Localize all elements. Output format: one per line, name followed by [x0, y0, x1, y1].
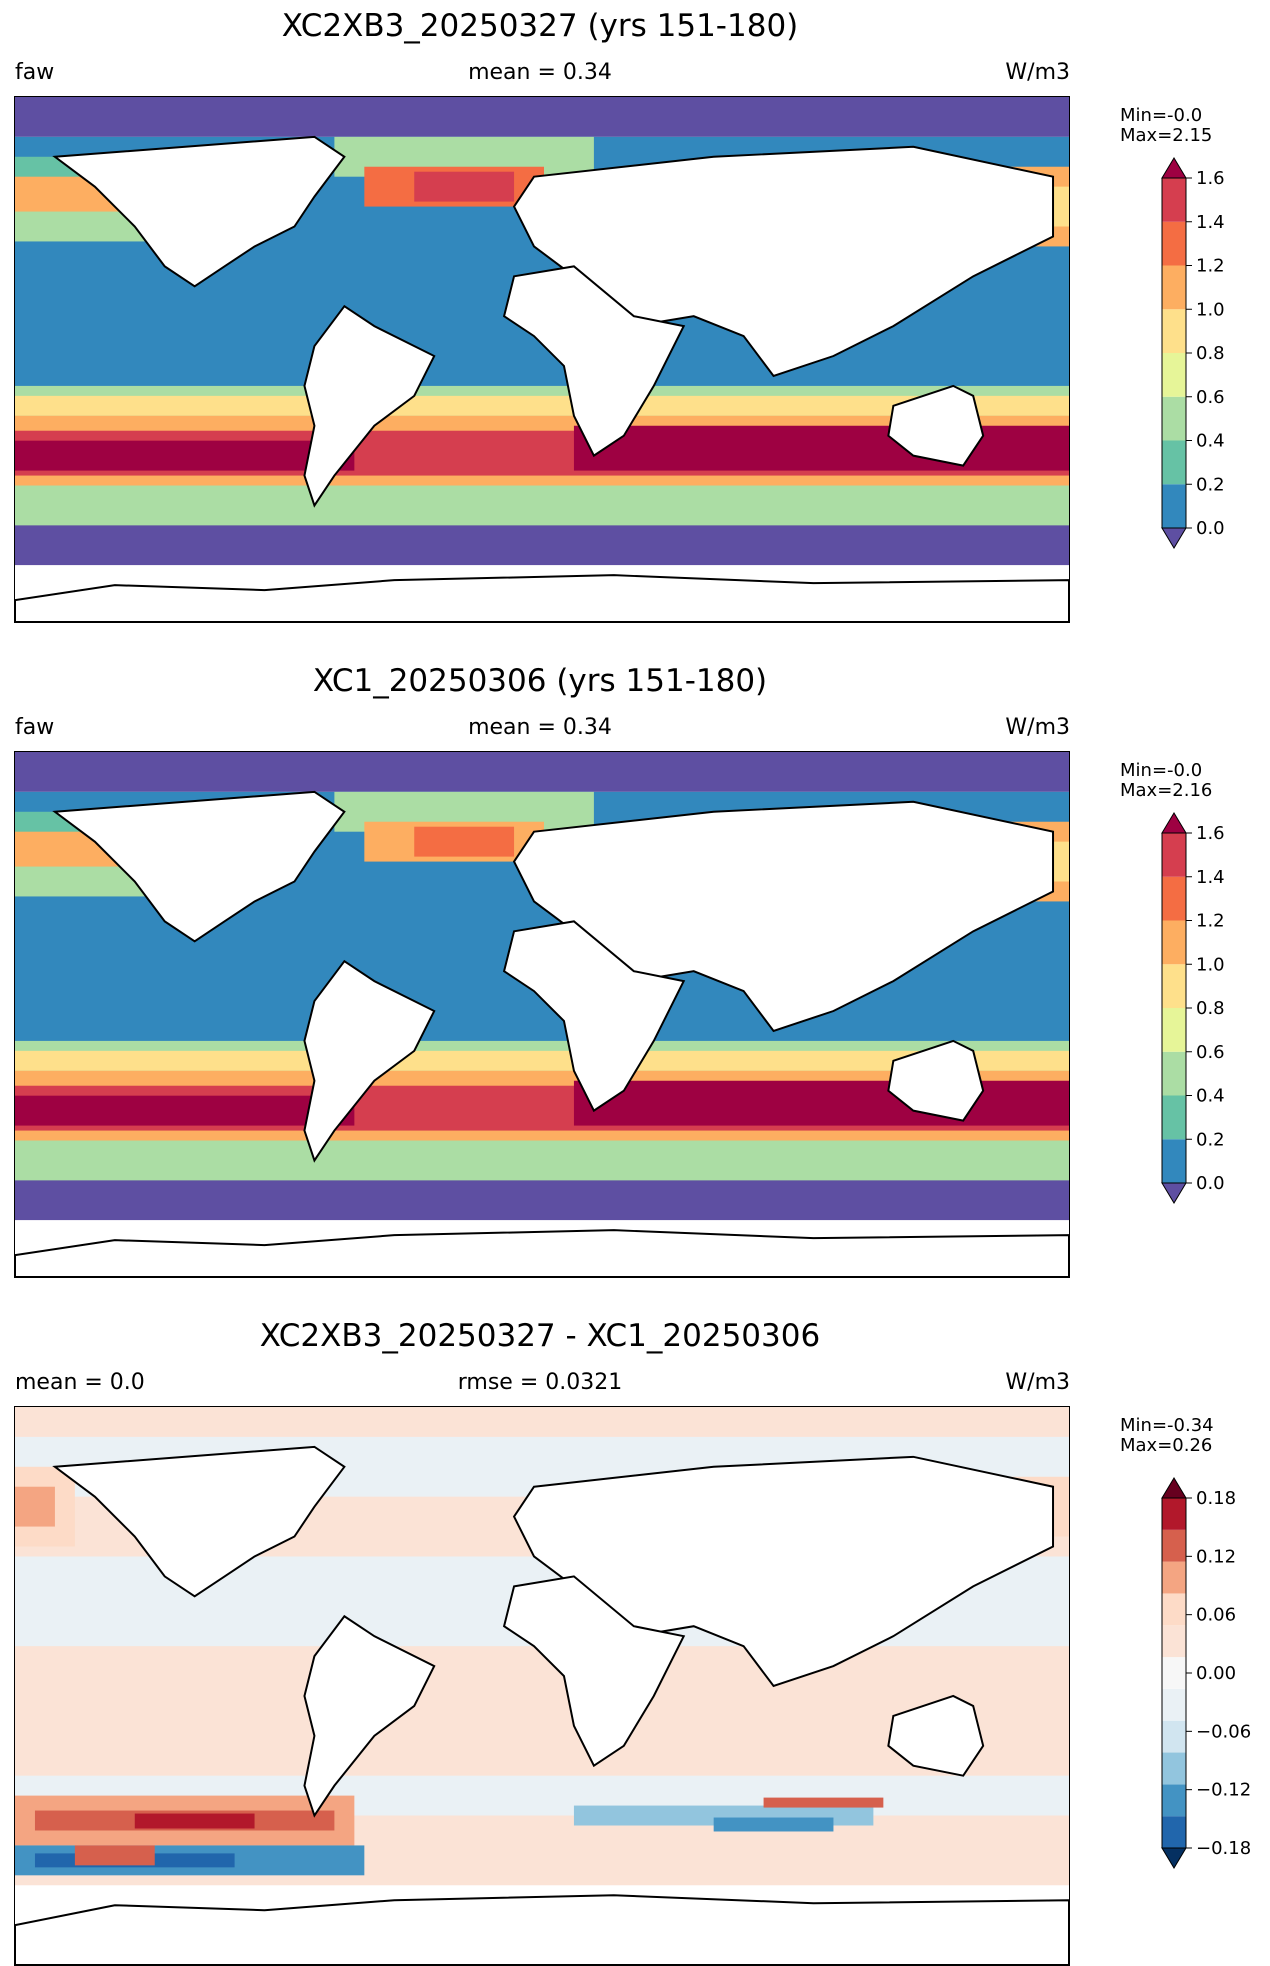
mean-label: mean = 0.0	[15, 1370, 145, 1395]
units-label: W/m3	[1005, 715, 1070, 740]
max-label: Max=0.26	[1120, 1435, 1213, 1456]
min-label: Min=-0.34	[1120, 1415, 1214, 1436]
colorbar-extend-min	[1161, 1182, 1187, 1204]
min-max-label: Min=-0.0 Max=2.16	[1120, 761, 1212, 801]
colorbar-extend-min	[1161, 527, 1187, 549]
colorbar-tick-label: 1.6	[1196, 168, 1225, 189]
variable-label: faw	[15, 60, 55, 85]
colorbar-tick-label: 1.0	[1196, 954, 1225, 975]
map-plot	[14, 96, 1070, 623]
colorbar-extend-max	[1161, 812, 1187, 834]
colorbar: 0.0 0.2 0.4 0.6 0.8 1.0 1.2 1.4 1.6	[1150, 812, 1270, 1223]
panel-title: XC2XB3_20250327 (yrs 151-180)	[281, 8, 799, 44]
colorbar-segment	[1162, 833, 1186, 877]
colorbar: 0.0 0.2 0.4 0.6 0.8 1.0 1.2 1.4 1.6	[1150, 157, 1270, 568]
colorbar-segment	[1162, 964, 1186, 1008]
panel-title: XC1_20250306 (yrs 151-180)	[312, 663, 768, 699]
min-max-label: Min=-0.0 Max=2.15	[1120, 106, 1212, 146]
colorbar-extend-max	[1161, 1477, 1187, 1499]
map-svg	[15, 97, 1069, 622]
colorbar-extend-max	[1161, 157, 1187, 179]
panel-title: XC2XB3_20250327 - XC1_20250306	[259, 1318, 821, 1354]
units-label: W/m3	[1005, 1370, 1070, 1395]
rmse-label: rmse = 0.0321	[457, 1370, 623, 1395]
colorbar-tick-label: 1.6	[1196, 823, 1225, 844]
colorbar-tick-label: 0.18	[1196, 1488, 1236, 1509]
colorbar-segment	[1162, 1720, 1186, 1753]
mean-label: mean = 0.34	[468, 715, 612, 740]
colorbar-segment	[1162, 1498, 1186, 1530]
colorbar-tick-label: 1.4	[1196, 867, 1225, 888]
colorbar-segment	[1162, 1561, 1186, 1594]
colorbar-tick-label: 0.06	[1196, 1605, 1236, 1626]
colorbar-segment	[1162, 178, 1186, 222]
colorbar-tick-label: 1.2	[1196, 911, 1225, 932]
colorbar-tick-label: 0.00	[1196, 1663, 1236, 1684]
colorbar-segment	[1162, 1625, 1186, 1658]
colorbar-tick-label: 0.8	[1196, 998, 1225, 1019]
colorbar-tick-label: 0.6	[1196, 1042, 1225, 1063]
colorbar-segment	[1162, 1752, 1186, 1785]
mean-label: mean = 0.34	[468, 60, 612, 85]
colorbar-segment	[1162, 265, 1186, 310]
colorbar-tick-label: 1.0	[1196, 299, 1225, 320]
colorbar: −0.18 −0.12 −0.06 0.00 0.06 0.12 0.18	[1150, 1477, 1270, 1888]
colorbar-segment	[1162, 1008, 1186, 1052]
colorbar-segment	[1162, 440, 1186, 485]
max-label: Max=2.15	[1120, 125, 1213, 146]
map-plot	[14, 751, 1070, 1278]
panel-3: XC2XB3_20250327 - XC1_20250306 mean = 0.…	[0, 1310, 1270, 1966]
colorbar-segment	[1162, 876, 1186, 921]
colorbar-segment	[1162, 484, 1186, 528]
panel-1: XC2XB3_20250327 (yrs 151-180) faw mean =…	[0, 0, 1270, 640]
colorbar-tick-label: 0.4	[1196, 1086, 1225, 1107]
colorbar-segment	[1162, 1529, 1186, 1562]
colorbar-tick-label: 0.8	[1196, 343, 1225, 364]
colorbar-segment	[1162, 221, 1186, 266]
max-label: Max=2.16	[1120, 780, 1213, 801]
colorbar-segment	[1162, 1139, 1186, 1183]
colorbar-segment	[1162, 353, 1186, 397]
colorbar-segment	[1162, 1784, 1186, 1817]
colorbar-tick-label: 0.12	[1196, 1546, 1236, 1567]
colorbar-segment	[1162, 1095, 1186, 1140]
colorbar-tick-label: −0.12	[1196, 1780, 1251, 1801]
colorbar-segment	[1162, 396, 1186, 441]
units-label: W/m3	[1005, 60, 1070, 85]
colorbar-tick-label: 1.4	[1196, 212, 1225, 233]
colorbar-tick-label: 0.6	[1196, 387, 1225, 408]
colorbar-segment	[1162, 1593, 1186, 1626]
colorbar-tick-label: 0.0	[1196, 1173, 1225, 1194]
panel-2: XC1_20250306 (yrs 151-180) faw mean = 0.…	[0, 655, 1270, 1295]
colorbar-tick-label: 0.0	[1196, 518, 1225, 539]
colorbar-tick-label: 0.2	[1196, 474, 1225, 495]
colorbar-svg: 0.0 0.2 0.4 0.6 0.8 1.0 1.2 1.4 1.6	[1161, 812, 1225, 1204]
map-svg	[15, 752, 1069, 1277]
colorbar-svg: −0.18 −0.12 −0.06 0.00 0.06 0.12 0.18	[1161, 1477, 1251, 1869]
colorbar-extend-min	[1161, 1847, 1187, 1869]
min-max-label: Min=-0.34 Max=0.26	[1120, 1416, 1214, 1456]
colorbar-segment	[1162, 1688, 1186, 1721]
colorbar-tick-label: 0.2	[1196, 1129, 1225, 1150]
colorbar-tick-label: 1.2	[1196, 256, 1225, 277]
colorbar-svg: 0.0 0.2 0.4 0.6 0.8 1.0 1.2 1.4 1.6	[1161, 157, 1225, 549]
map-plot	[14, 1406, 1070, 1966]
colorbar-segment	[1162, 1657, 1186, 1689]
colorbar-segment	[1162, 309, 1186, 353]
variable-label: faw	[15, 715, 55, 740]
colorbar-tick-label: 0.4	[1196, 431, 1225, 452]
min-label: Min=-0.0	[1120, 760, 1203, 781]
colorbar-tick-label: −0.18	[1196, 1838, 1251, 1859]
min-label: Min=-0.0	[1120, 105, 1203, 126]
colorbar-tick-label: −0.06	[1196, 1721, 1251, 1742]
colorbar-segment	[1162, 920, 1186, 965]
map-svg	[15, 1407, 1069, 1965]
colorbar-segment	[1162, 1051, 1186, 1096]
colorbar-segment	[1162, 1816, 1186, 1848]
